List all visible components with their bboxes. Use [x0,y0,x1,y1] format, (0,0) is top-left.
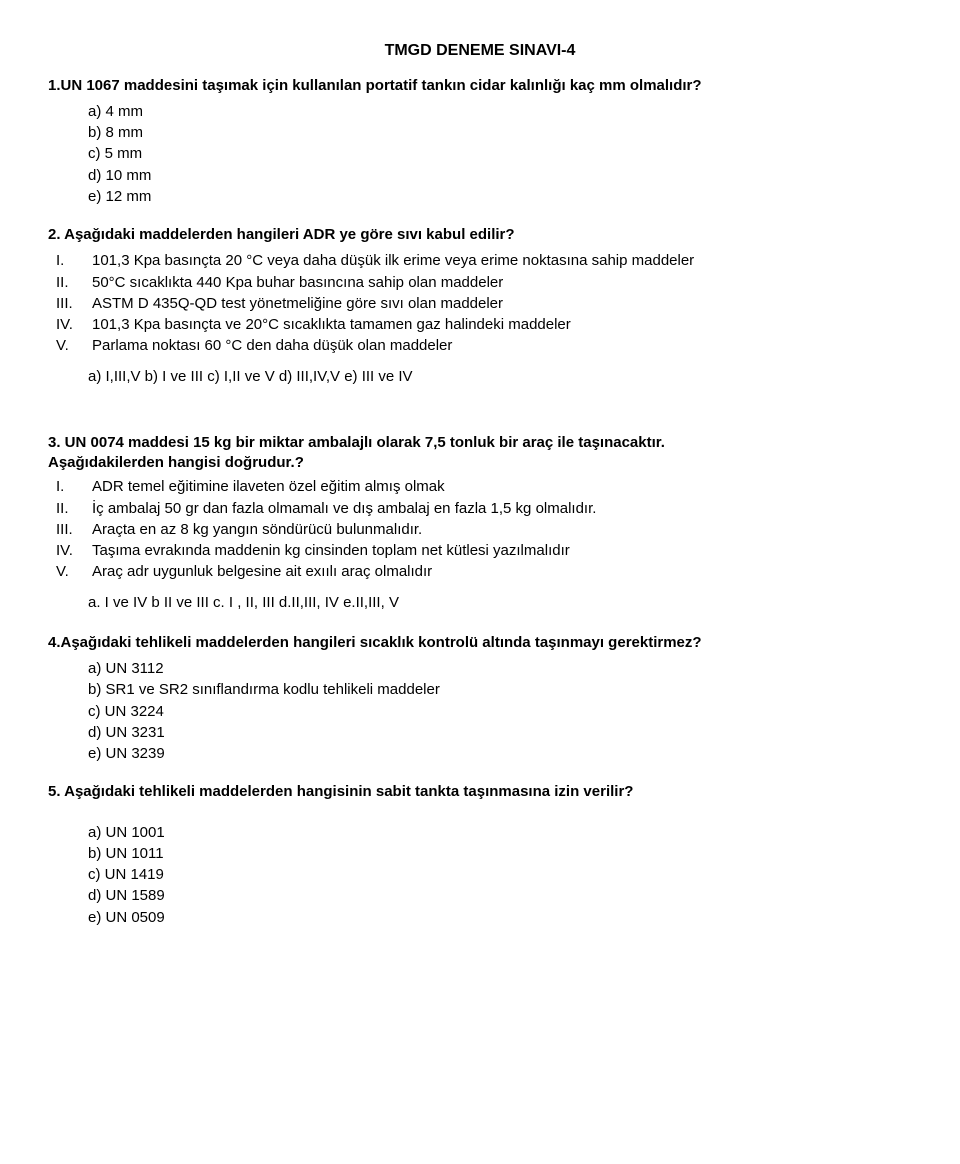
q2-roman-iv-text: 101,3 Kpa basınçta ve 20°C sıcaklıkta ta… [92,315,912,335]
q2-roman-ii: II. 50°C sıcaklıkta 440 Kpa buhar basınc… [56,273,912,293]
q5-opt-b: b) UN 1011 [88,844,912,864]
exam-title: TMGD DENEME SINAVI-4 [48,40,912,62]
q2-roman-i-label: I. [56,251,92,271]
question-4: 4.Aşağıdaki tehlikeli maddelerden hangil… [48,633,912,765]
q4-options: a) UN 3112 b) SR1 ve SR2 sınıflandırma k… [88,659,912,764]
q2-roman-v-text: Parlama noktası 60 °C den daha düşük ola… [92,336,912,356]
q4-opt-a: a) UN 3112 [88,659,912,679]
q2-text: 2. Aşağıdaki maddelerden hangileri ADR y… [48,225,912,245]
q3-roman-v-label: V. [56,562,92,582]
q2-roman-list: I. 101,3 Kpa basınçta 20 °C veya daha dü… [56,251,912,356]
q3-roman-list: I. ADR temel eğitimine ilaveten özel eği… [56,477,912,582]
q1-opt-e: e) 12 mm [88,187,912,207]
q3-followup: Aşağıdakilerden hangisi doğrudur.? [48,453,912,473]
q4-opt-d: d) UN 3231 [88,723,912,743]
q2-roman-i-text: 101,3 Kpa basınçta 20 °C veya daha düşük… [92,251,912,271]
q3-roman-i-label: I. [56,477,92,497]
q3-roman-ii-text: İç ambalaj 50 gr dan fazla olmamalı ve d… [92,499,912,519]
q2-roman-v: V. Parlama noktası 60 °C den daha düşük … [56,336,912,356]
q1-opt-a: a) 4 mm [88,102,912,122]
q2-roman-ii-text: 50°C sıcaklıkta 440 Kpa buhar basıncına … [92,273,912,293]
q3-roman-iii-label: III. [56,520,92,540]
q2-roman-iii-label: III. [56,294,92,314]
q3-roman-iv-label: IV. [56,541,92,561]
q3-roman-i: I. ADR temel eğitimine ilaveten özel eği… [56,477,912,497]
question-5: 5. Aşağıdaki tehlikeli maddelerden hangi… [48,782,912,928]
q4-opt-e: e) UN 3239 [88,744,912,764]
q3-text: 3. UN 0074 maddesi 15 kg bir miktar amba… [48,433,912,453]
q3-roman-iii-text: Araçta en az 8 kg yangın söndürücü bulun… [92,520,912,540]
q2-roman-v-label: V. [56,336,92,356]
q5-opt-d: d) UN 1589 [88,886,912,906]
q3-roman-ii-label: II. [56,499,92,519]
q1-opt-c: c) 5 mm [88,144,912,164]
q2-roman-i: I. 101,3 Kpa basınçta 20 °C veya daha dü… [56,251,912,271]
question-1: 1.UN 1067 maddesini taşımak için kullanı… [48,76,912,208]
q5-opt-c: c) UN 1419 [88,865,912,885]
q4-opt-c: c) UN 3224 [88,702,912,722]
q5-opt-e: e) UN 0509 [88,908,912,928]
question-2: 2. Aşağıdaki maddelerden hangileri ADR y… [48,225,912,387]
q3-roman-iii: III. Araçta en az 8 kg yangın söndürücü … [56,520,912,540]
q2-roman-iii: III. ASTM D 435Q-QD test yönetmeliğine g… [56,294,912,314]
q5-options: a) UN 1001 b) UN 1011 c) UN 1419 d) UN 1… [88,823,912,928]
q2-answers: a) I,III,V b) I ve III c) I,II ve V d) I… [88,367,912,387]
q5-text: 5. Aşağıdaki tehlikeli maddelerden hangi… [48,782,912,802]
q1-options: a) 4 mm b) 8 mm c) 5 mm d) 10 mm e) 12 m… [88,102,912,207]
q3-roman-v-text: Araç adr uygunluk belgesine ait exıılı a… [92,562,912,582]
q2-roman-ii-label: II. [56,273,92,293]
q4-text: 4.Aşağıdaki tehlikeli maddelerden hangil… [48,633,912,653]
q3-roman-iv-text: Taşıma evrakında maddenin kg cinsinden t… [92,541,912,561]
q1-opt-b: b) 8 mm [88,123,912,143]
q1-text: 1.UN 1067 maddesini taşımak için kullanı… [48,76,912,96]
q3-roman-v: V. Araç adr uygunluk belgesine ait exııl… [56,562,912,582]
q3-roman-iv: IV. Taşıma evrakında maddenin kg cinsind… [56,541,912,561]
q4-opt-b: b) SR1 ve SR2 sınıflandırma kodlu tehlik… [88,680,912,700]
q1-opt-d: d) 10 mm [88,166,912,186]
q3-answers: a. I ve IV b II ve III c. I , II, III d.… [88,593,912,613]
q2-roman-iii-text: ASTM D 435Q-QD test yönetmeliğine göre s… [92,294,912,314]
q2-roman-iv: IV. 101,3 Kpa basınçta ve 20°C sıcaklıkt… [56,315,912,335]
q3-roman-ii: II. İç ambalaj 50 gr dan fazla olmamalı … [56,499,912,519]
q5-opt-a: a) UN 1001 [88,823,912,843]
q3-roman-i-text: ADR temel eğitimine ilaveten özel eğitim… [92,477,912,497]
question-3: 3. UN 0074 maddesi 15 kg bir miktar amba… [48,433,912,613]
q2-roman-iv-label: IV. [56,315,92,335]
